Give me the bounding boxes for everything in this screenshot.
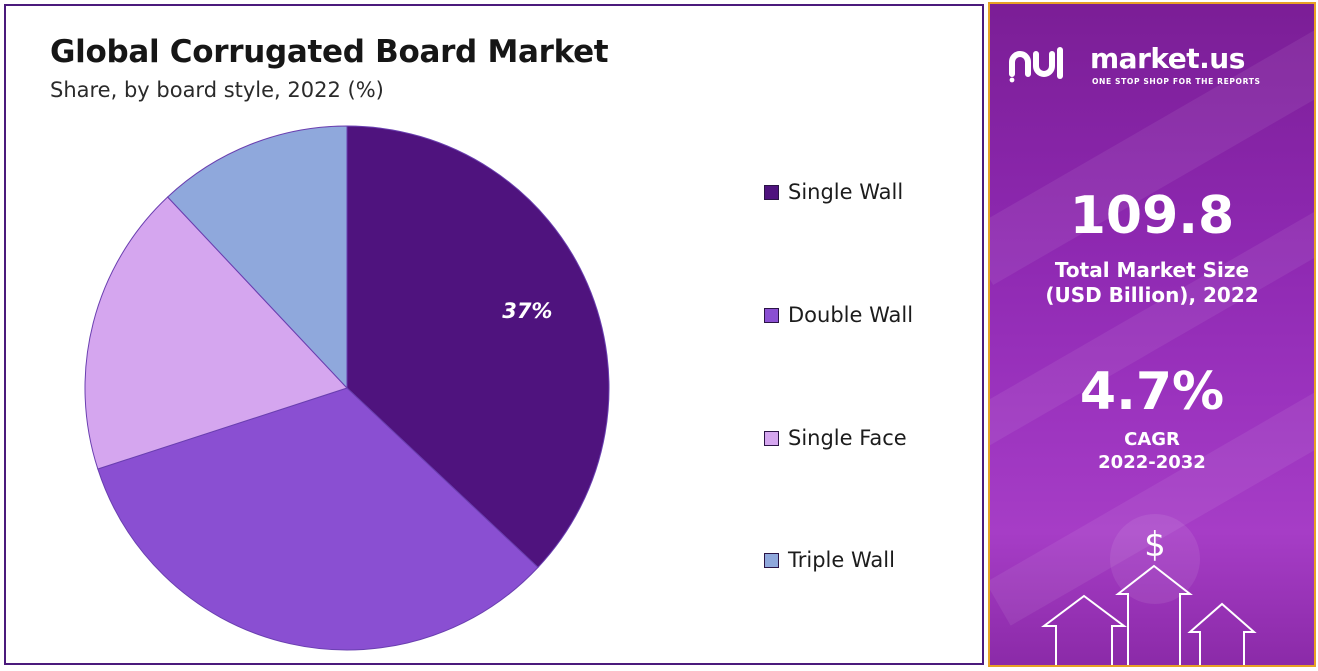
market-size-label: Total Market Size (USD Billion), 2022: [990, 258, 1314, 308]
pie-slice-triple-wall: [166, 125, 348, 390]
arrow-up-icon-left: [1041, 594, 1127, 665]
legend-swatch: [764, 184, 779, 200]
growth-illustration: $: [1041, 514, 1257, 665]
legend-label: Single Wall: [788, 180, 904, 204]
pie-chart: 37%: [84, 125, 610, 651]
cagr-label-line1: CAGR: [1124, 429, 1180, 450]
brand-logo: market.us ONE STOP SHOP FOR THE REPORTS: [1008, 42, 1308, 102]
market-size-label-line2: (USD Billion), 2022: [1045, 283, 1259, 307]
pie-labels: 37%: [502, 299, 552, 323]
legend-label: Double Wall: [788, 303, 914, 327]
chart-subtitle: Share, by board style, 2022 (%): [50, 78, 384, 102]
arrow-up-icon-right: [1187, 602, 1257, 665]
cagr-label: CAGR 2022-2032: [990, 429, 1314, 474]
arrow-up-icon-center: [1115, 564, 1193, 665]
legend-swatch: [764, 552, 779, 568]
market-us-logo-icon: [1009, 47, 1063, 83]
market-size-value: 109.8: [1069, 186, 1235, 246]
legend-item-double-wall: Double Wall: [764, 303, 913, 327]
cagr-value: 4.7%: [1079, 362, 1225, 422]
legend: Single Wall Double Wall Single Face Triple …: [764, 6, 974, 667]
legend-label: Triple Wall: [788, 548, 895, 572]
legend-swatch: [764, 430, 779, 446]
legend-item-triple-wall: Triple Wall: [764, 548, 895, 572]
pie-label-single-wall: 37%: [502, 299, 552, 323]
legend-swatch: [764, 307, 779, 323]
market-size-label-line1: Total Market Size: [1054, 258, 1250, 282]
legend-item-single-face: Single Face: [764, 426, 907, 450]
pie-slice-single-wall: [346, 125, 610, 569]
chart-panel: Global Corrugated Board Market Share, by…: [4, 4, 984, 665]
pie-slice-double-wall: [97, 387, 539, 651]
brand-name: market.us: [1090, 42, 1245, 75]
legend-label: Single Face: [788, 426, 907, 450]
cagr-label-line2: 2022-2032: [1098, 451, 1206, 473]
brand-tagline: ONE STOP SHOP FOR THE REPORTS: [1092, 77, 1261, 86]
chart-title: Global Corrugated Board Market: [50, 34, 609, 70]
dollar-icon: $: [1144, 525, 1166, 565]
pie-slice-single-face: [84, 196, 348, 470]
pie-slices: [84, 125, 610, 651]
market-summary-panel: market.us ONE STOP SHOP FOR THE REPORTS …: [988, 2, 1316, 667]
legend-item-single-wall: Single Wall: [764, 180, 903, 204]
